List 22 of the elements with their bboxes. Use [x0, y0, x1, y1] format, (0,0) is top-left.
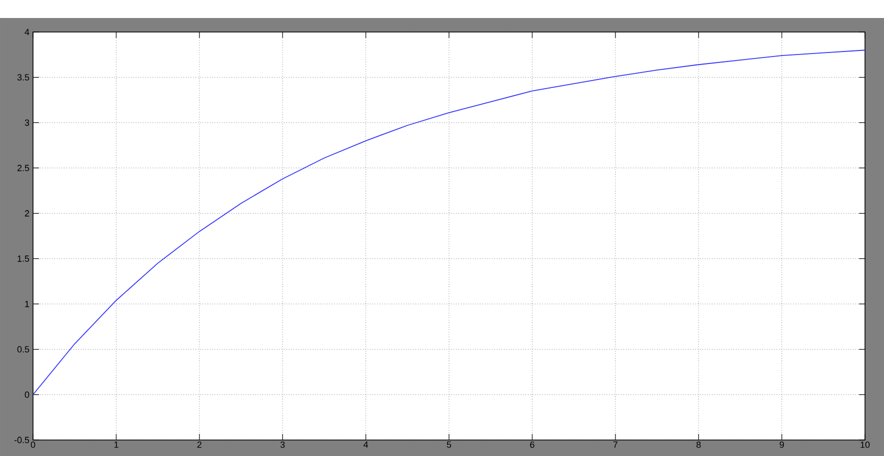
y-tick-label: 4: [24, 28, 30, 36]
y-tick-label: 3.5: [17, 74, 30, 80]
y-tick-label: 1: [25, 300, 30, 308]
x-tick-label: 0: [30, 442, 36, 448]
x-tick-label: 9: [780, 442, 784, 448]
y-tick-label: 2.5: [17, 164, 30, 172]
x-tick-label: 5: [446, 442, 452, 448]
y-tick-label: -0.5: [14, 436, 30, 444]
line-series: [33, 50, 866, 396]
y-tick-label: 1.5: [18, 256, 30, 262]
x-tick-label: 7: [613, 442, 618, 448]
x-tick-label: 4: [364, 442, 368, 448]
y-tick-label: 0: [24, 391, 30, 398]
x-tick-label: 2: [197, 442, 202, 448]
x-tick-label: 1: [114, 442, 118, 448]
x-tick-label: 8: [696, 442, 701, 448]
x-tick-label: 6: [530, 442, 534, 448]
y-tick-label: 0.5: [17, 346, 30, 352]
x-tick-label: 10: [860, 442, 870, 448]
x-tick-label: 3: [280, 442, 285, 448]
y-tick-label: 2: [24, 210, 30, 216]
y-tick-label: 3: [24, 119, 30, 126]
